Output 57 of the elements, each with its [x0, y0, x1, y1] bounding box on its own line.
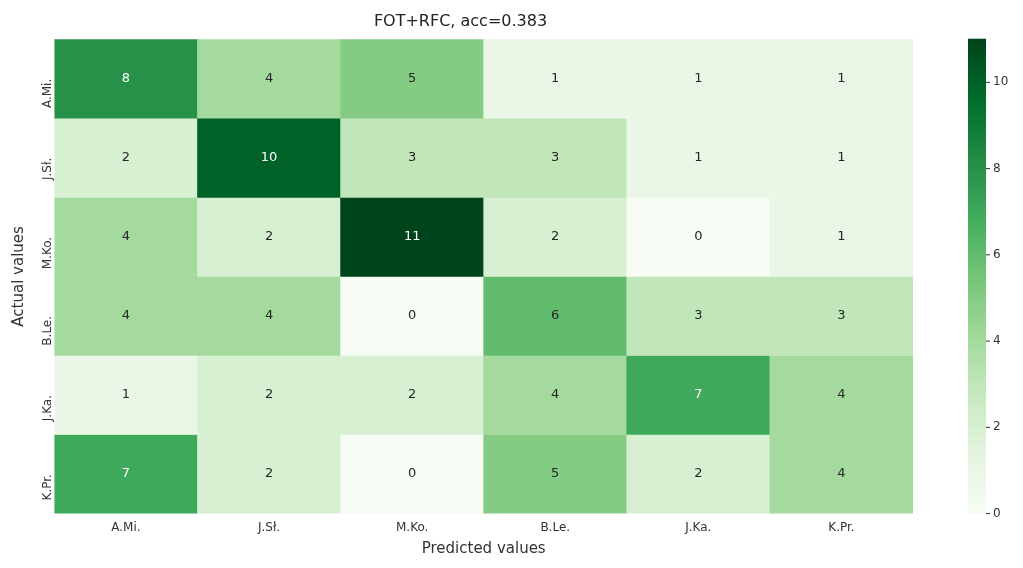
data-label: 3 — [551, 149, 560, 165]
color-bar-label: 0 — [993, 505, 1001, 520]
data-label: 3 — [408, 149, 417, 165]
data-label: 2 — [121, 149, 131, 165]
y-tick-label: A.Mi. — [39, 78, 54, 109]
x-tick-label: J.Ka. — [684, 519, 712, 534]
data-label: 4 — [837, 386, 846, 402]
data-label: 7 — [121, 465, 131, 481]
data-label: 3 — [837, 307, 846, 323]
data-label: 1 — [551, 70, 560, 86]
data-label: 1 — [837, 149, 846, 165]
data-label: 10 — [260, 149, 278, 165]
y-tick-label: B.Le. — [39, 315, 54, 346]
x-tick-label: J.Sł. — [256, 519, 281, 534]
data-label: 8 — [121, 70, 131, 86]
chart-title: FOT+RFC, acc=0.383 — [373, 10, 548, 30]
color-bar-label: 6 — [993, 246, 1001, 261]
x-tick-label: A.Mi. — [111, 519, 141, 534]
data-label: 2 — [694, 465, 703, 481]
data-label: 1 — [837, 70, 846, 86]
data-label: 2 — [264, 228, 274, 244]
data-label: 1 — [694, 149, 703, 165]
data-label: 3 — [694, 307, 703, 323]
data-label: 1 — [694, 70, 703, 86]
data-label: 4 — [264, 307, 274, 323]
data-label: 11 — [403, 228, 421, 244]
data-label: 4 — [837, 465, 846, 481]
x-tick-label: M.Ko. — [395, 519, 429, 534]
y-tick-label: K.Pr. — [39, 474, 54, 501]
data-label: 1 — [121, 386, 131, 402]
data-label: 2 — [408, 386, 417, 402]
data-label: 2 — [551, 228, 560, 244]
data-label: 2 — [264, 386, 274, 402]
data-label: 1 — [837, 228, 846, 244]
data-label: 7 — [694, 386, 703, 402]
data-label: 0 — [408, 307, 417, 323]
data-label: 4 — [551, 386, 560, 402]
data-label: 0 — [694, 228, 703, 244]
data-label: 6 — [551, 307, 560, 323]
data-label: 0 — [408, 465, 417, 481]
x-tick-label: K.Pr. — [828, 519, 855, 534]
data-label: 2 — [264, 465, 274, 481]
y-tick-label: J.Sł. — [39, 157, 54, 181]
data-label: 4 — [121, 228, 131, 244]
data-label: 5 — [408, 70, 417, 86]
x-tick-label: B.Le. — [540, 519, 571, 534]
color-bar-label: 4 — [993, 333, 1001, 348]
data-label: 5 — [551, 465, 560, 481]
color-bar-label: 10 — [993, 74, 1009, 89]
data-label: 4 — [264, 70, 274, 86]
y-tick-label: J.Ka. — [39, 395, 54, 423]
x-axis-title: Predicted values — [421, 538, 546, 557]
color-bar-label: 2 — [993, 419, 1001, 434]
y-axis-title: Actual values — [8, 225, 27, 327]
data-label: 4 — [121, 307, 131, 323]
color-bar-label: 8 — [993, 160, 1001, 175]
y-tick-label: M.Ko. — [39, 236, 54, 270]
